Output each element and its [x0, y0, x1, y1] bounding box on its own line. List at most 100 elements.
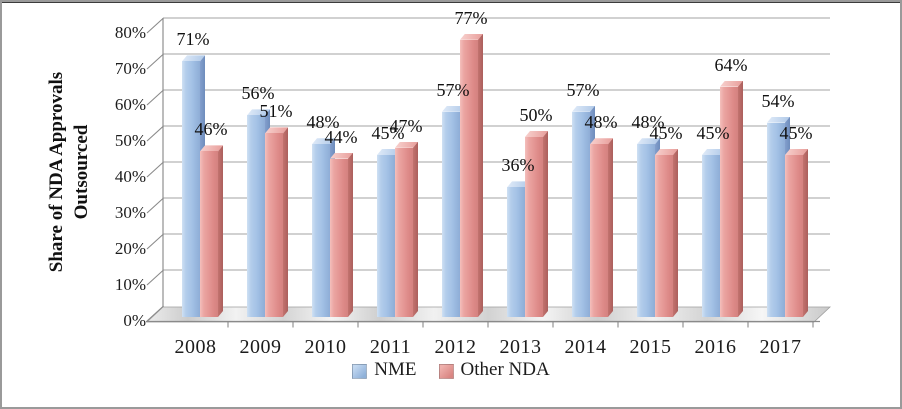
legend-item-nme: NME [352, 359, 417, 381]
data-label-other-nda-2016: 64% [714, 54, 748, 75]
data-label-nme-2015: 48% [631, 112, 665, 133]
bar-other-nda-2009 [265, 127, 288, 317]
bar-face [767, 122, 785, 317]
bar-nme-2008 [182, 55, 205, 317]
bar-cap [460, 33, 483, 40]
bar-other-nda-2014 [590, 138, 613, 317]
bar-face [702, 155, 720, 317]
data-label-nme-2017: 54% [761, 90, 795, 111]
bar-nme-2016 [702, 149, 725, 317]
legend-swatch-icon [352, 363, 368, 379]
y-axis-tick [146, 125, 164, 142]
bar-cap [330, 152, 353, 159]
bar-face [182, 61, 200, 317]
bar-cap [767, 116, 790, 123]
data-label-other-nda-2013: 50% [519, 105, 553, 125]
bar-side [478, 34, 483, 317]
data-label-nme-2012: 57% [436, 79, 470, 100]
bar-side [460, 106, 465, 317]
bar-side [738, 81, 743, 317]
legend-label: NME [374, 359, 417, 380]
bar-face [507, 187, 525, 317]
bar-cap [247, 109, 270, 116]
data-label-other-nda-2017: 45% [779, 123, 813, 143]
bar-other-nda-2010 [330, 152, 353, 317]
bar-nme-2013 [507, 181, 530, 317]
bar-cap [442, 105, 465, 112]
x-axis-label-2011: 2011 [369, 336, 412, 358]
bar-cap [507, 181, 530, 188]
legend-label: Other NDA [460, 359, 550, 380]
bar-nme-2010 [312, 138, 335, 317]
bar-side [803, 149, 808, 317]
bar-cap [182, 55, 205, 62]
bar-side [608, 138, 613, 317]
data-label-nme-2014: 57% [566, 79, 600, 100]
bar-cap [525, 131, 548, 137]
bar-other-nda-2008 [200, 145, 223, 317]
bar-side [413, 142, 418, 317]
bar-face [637, 144, 655, 317]
bar-side [525, 181, 530, 317]
data-label-nme-2013: 36% [501, 155, 535, 176]
bar-face [785, 155, 803, 317]
bar-nme-2011 [377, 149, 400, 317]
bar-face [720, 86, 738, 317]
bar-side [785, 117, 790, 317]
bar-face [330, 158, 348, 317]
data-label-other-nda-2010: 44% [324, 126, 358, 147]
bar-side [265, 109, 270, 317]
y-axis-title-line1: Share of NDA Approvals [46, 71, 67, 273]
bar-side [655, 138, 660, 317]
bar-cap [655, 149, 678, 155]
data-label-other-nda-2011: 47% [389, 115, 423, 136]
bar-cap [312, 138, 335, 145]
bar-other-nda-2012 [460, 33, 483, 317]
x-axis-label-2013: 2013 [499, 336, 542, 358]
data-label-nme-2016: 45% [696, 123, 730, 143]
bar-cap [572, 105, 595, 112]
y-axis-tick [146, 17, 164, 34]
bar-side [543, 131, 548, 317]
bar-face [377, 155, 395, 317]
bar-face [460, 39, 478, 317]
bar-face [395, 147, 413, 317]
data-label-other-nda-2012: 77% [454, 7, 488, 28]
data-label-other-nda-2014: 48% [584, 112, 618, 133]
bar-other-nda-2013 [525, 131, 548, 317]
bar-cap [590, 138, 613, 145]
bar-other-nda-2011 [395, 141, 418, 317]
bar-nme-2017 [767, 116, 790, 317]
data-label-nme-2009: 56% [241, 83, 275, 104]
bar-cap [702, 149, 725, 155]
x-axis-label-2008: 2008 [174, 336, 217, 358]
data-label-nme-2011: 45% [371, 123, 405, 143]
bar-side [218, 145, 223, 317]
x-axis-label-2016: 2016 [694, 336, 737, 358]
legend-item-other-nda: Other NDA [438, 359, 550, 381]
y-axis-title: Share of NDA Approvals Outsourced [44, 22, 96, 322]
bar-other-nda-2015 [655, 149, 678, 317]
bar-face [525, 137, 543, 317]
bar-side [395, 149, 400, 317]
bar-cap [637, 138, 660, 145]
bar-side [330, 138, 335, 317]
data-label-nme-2010: 48% [306, 112, 340, 133]
x-axis-label-2009: 2009 [239, 336, 282, 358]
bar-face [442, 111, 460, 317]
legend: NME Other NDA [0, 359, 902, 381]
y-axis-tick [146, 161, 164, 178]
x-axis-label-2010: 2010 [304, 336, 347, 358]
y-axis-tick [146, 305, 164, 322]
bar-face [590, 144, 608, 317]
data-label-other-nda-2015: 45% [649, 123, 683, 143]
bar-side [673, 149, 678, 317]
bar-other-nda-2016 [720, 80, 743, 317]
x-axis-label-2014: 2014 [564, 336, 607, 358]
y-axis-tick [146, 197, 164, 214]
